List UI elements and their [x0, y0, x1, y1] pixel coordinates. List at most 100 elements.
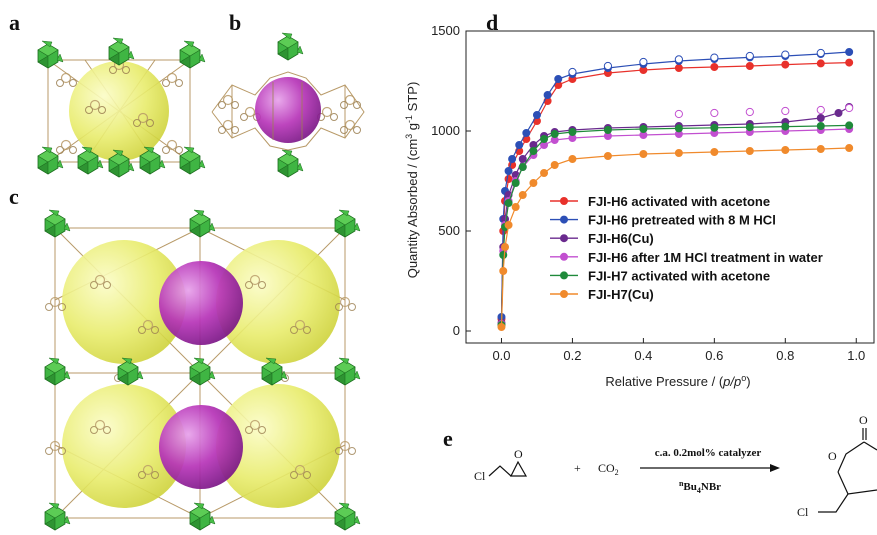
plus-sign: + [574, 461, 581, 475]
legend-entry-6: FJI-H7(Cu) [550, 287, 654, 302]
data-point [845, 121, 854, 130]
data-point [550, 160, 559, 169]
chart-series [497, 48, 854, 331]
data-point [781, 145, 790, 154]
y-tick-label: 1500 [431, 23, 460, 38]
data-point [529, 146, 538, 155]
data-point [508, 154, 517, 163]
purple-cage-sphere-c-1 [159, 261, 243, 345]
data-point [504, 166, 513, 175]
purple-cage-sphere-c-2 [159, 405, 243, 489]
data-point [710, 147, 719, 156]
data-point [568, 127, 577, 136]
y-tick-label: 500 [438, 223, 460, 238]
chart-axes: 0.0 0.2 0.4 0.6 0.8 1.0 0 500 1000 1500 [431, 23, 875, 363]
data-point [816, 114, 825, 123]
cocatalyst-label: nBu4NBr [679, 479, 721, 495]
y-axis-label: Quantity Absorbed / (cm3 g-1 STP) [404, 82, 420, 279]
yellow-cage-spheres-c [62, 240, 340, 508]
x-tick-label: 0.4 [634, 348, 652, 363]
data-point [497, 322, 506, 331]
data-point [639, 125, 648, 134]
legend-label: FJI-H7 activated with acetone [588, 268, 770, 283]
data-point [522, 128, 531, 137]
legend-label: FJI-H6 activated with acetone [588, 194, 770, 209]
data-point [518, 162, 527, 171]
data-point [540, 134, 549, 143]
purple-cage-sphere-b [255, 77, 321, 143]
legend-entry-1: FJI-H6 activated with acetone [550, 194, 770, 209]
chain-decor-b [272, 82, 303, 140]
data-point [504, 174, 513, 183]
desorption-point [816, 48, 825, 58]
plot-frame [465, 30, 875, 344]
data-point [781, 122, 790, 131]
panel-label-e: e [443, 426, 453, 451]
data-point [499, 250, 508, 259]
data-point [834, 109, 843, 118]
data-point [515, 140, 524, 149]
data-point [845, 58, 854, 67]
data-point [845, 143, 854, 152]
legend-entry-2: FJI-H6 pretreated with 8 M HCl [550, 213, 776, 228]
data-point [674, 64, 683, 73]
desorption-point [674, 55, 683, 64]
desorption-point [639, 57, 648, 67]
desorption-point [603, 61, 613, 71]
data-point [674, 148, 683, 157]
desorption-point [781, 106, 790, 116]
desorption-branch-2 [568, 48, 825, 77]
data-point [568, 154, 577, 163]
product-carbonyl-o: O [859, 413, 868, 427]
series-6 [497, 143, 854, 331]
legend-swatch-marker [560, 290, 568, 298]
cyclic-carbonate-product: O O Cl [797, 413, 877, 519]
data-point [518, 154, 527, 163]
data-point [554, 75, 563, 84]
data-point [816, 122, 825, 131]
data-point [745, 123, 754, 132]
panel-label-a: a [9, 10, 20, 35]
panel-label-c: c [9, 184, 19, 209]
reactant-o-label: O [514, 447, 523, 461]
panel-c: c [9, 184, 361, 531]
data-point [845, 48, 854, 57]
legend-swatch-marker [560, 252, 568, 261]
desorption-point [745, 51, 754, 61]
data-point [781, 60, 790, 69]
data-point [710, 123, 719, 132]
data-point [603, 151, 612, 160]
data-point [710, 63, 719, 72]
legend-entry-4: FJI-H6 after 1M HCl treatment in water [550, 250, 823, 265]
data-point [745, 146, 754, 155]
legend-entry-5: FJI-H7 activated with acetone [550, 268, 770, 283]
desorption-point [710, 53, 719, 62]
purple-cage-spheres-c [159, 261, 243, 489]
panel-d: d 0.0 0.2 0.4 0.6 0.8 1.0 0 500 1000 1500 FJI-H6 … [404, 10, 875, 389]
desorption-point [710, 108, 719, 118]
data-point [501, 242, 510, 251]
legend-swatch-marker [560, 271, 568, 280]
data-point [639, 149, 648, 158]
panel-e: e Cl O + CO2 c.a. 0.2mol% catalyzer nBu4… [443, 413, 877, 519]
legend-swatch-marker [560, 197, 568, 205]
x-tick-label: 1.0 [847, 348, 865, 363]
desorption-point [845, 103, 854, 113]
product-ring-o: O [828, 449, 837, 463]
legend-entry-3: FJI-H6(Cu) [550, 231, 654, 246]
legend-swatch-marker [560, 215, 568, 224]
desorption-point [568, 67, 577, 77]
x-axis-label: Relative Pressure / (p/po) [605, 373, 750, 389]
yellow-cage-sphere-c-3 [62, 384, 186, 508]
panel-label-d: d [486, 10, 498, 35]
data-point [529, 178, 538, 187]
x-tick-label: 0.0 [492, 348, 510, 363]
data-point [532, 111, 541, 120]
data-point [816, 59, 825, 68]
data-point [504, 220, 513, 229]
desorption-point [674, 109, 683, 119]
x-tick-label: 0.6 [705, 348, 723, 363]
legend-label: FJI-H7(Cu) [588, 287, 654, 302]
co2-label: CO2 [598, 461, 619, 477]
legend-label: FJI-H6(Cu) [588, 231, 654, 246]
